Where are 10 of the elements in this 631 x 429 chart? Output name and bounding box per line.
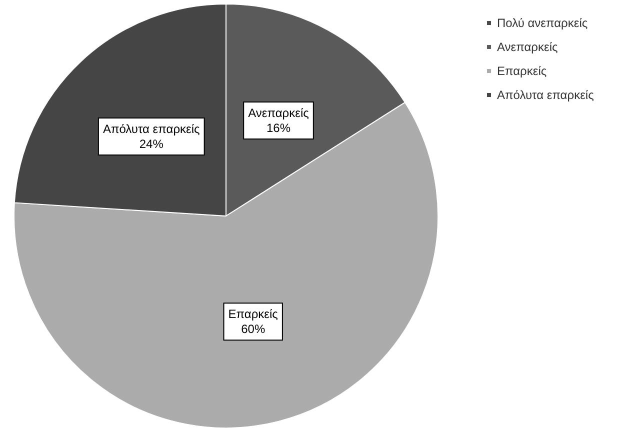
legend-label: Επαρκείς [497,64,547,78]
data-label: 16% [266,120,291,135]
slice-label: Απόλυτα επαρκείς [102,122,200,136]
legend-label: Πολύ ανεπαρκείς [497,16,588,30]
data-label: 24% [139,137,164,152]
legend-label: Απόλυτα επαρκείς [497,88,594,102]
slice-label: Ανεπαρκείς [248,106,310,120]
slice-label: Επαρκείς [228,307,278,322]
data-label: 60% [241,322,266,336]
legend-label: Ανεπαρκείς [497,40,558,54]
